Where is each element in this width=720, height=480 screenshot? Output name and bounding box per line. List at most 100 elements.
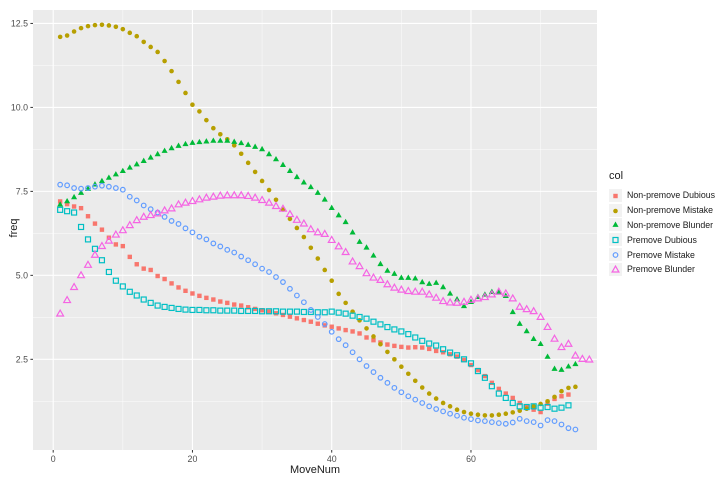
point — [189, 229, 196, 236]
point — [391, 270, 398, 276]
point — [377, 260, 384, 267]
point — [146, 210, 156, 219]
point — [126, 288, 133, 295]
point — [71, 185, 77, 191]
y-axis-title: freq — [8, 218, 20, 238]
point — [433, 396, 439, 401]
point — [419, 400, 426, 406]
point — [141, 39, 147, 45]
point — [57, 34, 63, 40]
point — [523, 327, 530, 334]
point — [531, 407, 536, 412]
point — [328, 308, 335, 315]
legend-key-non-premove-dubious — [609, 188, 622, 202]
point — [468, 362, 474, 368]
point — [508, 293, 518, 302]
point — [183, 288, 188, 293]
point — [370, 369, 377, 375]
point — [112, 277, 119, 284]
point — [64, 182, 71, 189]
point — [426, 403, 433, 410]
series-premove-dubious — [57, 206, 572, 412]
point — [480, 292, 490, 301]
point — [189, 306, 196, 314]
legend-marker-square-icon — [613, 193, 618, 199]
point — [154, 150, 161, 157]
point — [496, 386, 502, 392]
point — [544, 353, 551, 359]
point — [357, 331, 362, 336]
point — [475, 417, 481, 424]
point — [71, 204, 77, 209]
point — [71, 193, 78, 200]
point — [543, 322, 552, 331]
point — [501, 288, 511, 297]
point — [272, 308, 280, 315]
point — [69, 282, 79, 291]
point — [392, 343, 397, 349]
point — [112, 171, 119, 177]
point — [210, 137, 217, 143]
point — [238, 139, 245, 146]
point — [433, 279, 440, 285]
point — [258, 308, 266, 315]
x-tick-label: 60 — [466, 454, 476, 464]
point — [301, 317, 307, 323]
legend-key-non-premove-mistake — [609, 203, 622, 217]
point — [558, 421, 565, 428]
point — [139, 212, 149, 220]
point — [322, 323, 327, 328]
point — [510, 395, 515, 401]
point — [105, 183, 112, 190]
point — [119, 186, 126, 193]
point — [119, 283, 126, 290]
point — [431, 293, 441, 301]
point — [259, 178, 265, 184]
legend-key-premove-blunder — [609, 262, 622, 276]
point — [356, 356, 363, 363]
point — [78, 25, 84, 31]
point — [299, 218, 309, 227]
point — [371, 337, 376, 343]
point — [168, 218, 175, 224]
point — [278, 204, 288, 212]
point — [252, 143, 259, 149]
point — [231, 249, 238, 256]
x-tick-label: 20 — [188, 454, 198, 464]
point — [405, 331, 412, 338]
point — [503, 391, 508, 396]
point — [182, 225, 189, 232]
point — [182, 140, 189, 147]
point — [384, 323, 391, 331]
point — [417, 287, 427, 295]
y-tick-label: 12.5 — [11, 18, 28, 28]
x-axis: 0 20 40 60 — [51, 450, 476, 464]
point — [169, 68, 174, 74]
point — [175, 142, 182, 148]
point — [557, 342, 566, 351]
legend-label: Non-premove Mistake — [627, 205, 714, 216]
point — [403, 286, 413, 295]
point — [161, 147, 168, 153]
point — [85, 185, 91, 191]
point — [336, 326, 341, 331]
legend-item: Non-premove Blunder — [609, 218, 715, 233]
point — [181, 198, 190, 206]
point — [188, 196, 197, 205]
point — [342, 218, 349, 225]
point — [524, 406, 529, 411]
point — [412, 275, 419, 281]
point — [148, 267, 153, 273]
point — [447, 290, 454, 296]
point — [424, 289, 434, 298]
point — [259, 145, 266, 152]
point — [215, 190, 225, 199]
legend-key-premove-dubious — [609, 233, 622, 247]
point — [565, 402, 572, 409]
point — [489, 413, 495, 418]
point — [349, 229, 356, 235]
point — [280, 312, 286, 318]
point — [196, 138, 203, 145]
point — [343, 327, 348, 333]
point — [377, 374, 384, 381]
